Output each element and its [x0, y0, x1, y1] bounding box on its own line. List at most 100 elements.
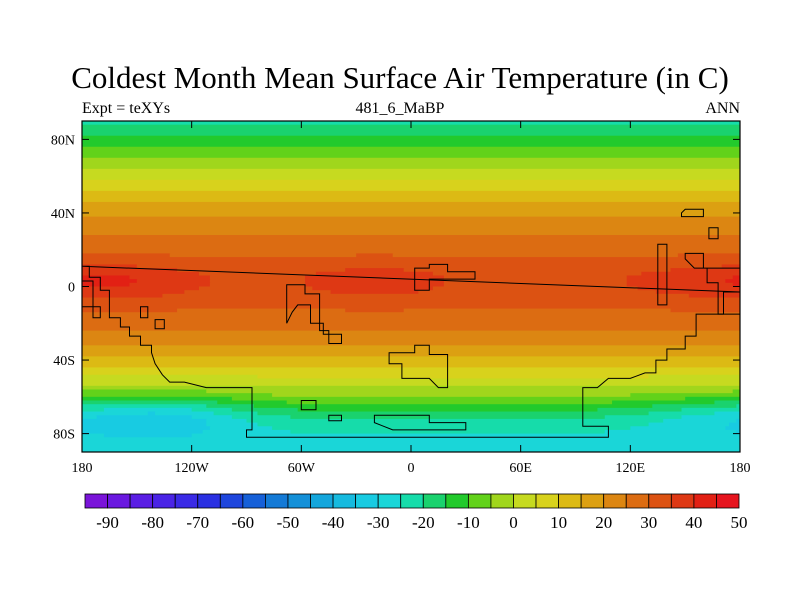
field-cell: [663, 418, 737, 424]
field-cell: [231, 407, 299, 413]
coastline-landmass-3: [286, 284, 342, 344]
field-cell: [82, 146, 740, 152]
colorbar-swatch: [580, 493, 605, 509]
colorbar-swatch: [310, 493, 334, 509]
field-cell: [432, 271, 642, 277]
field-cell: [432, 286, 639, 291]
field-cell: [198, 286, 313, 291]
field-cell: [345, 268, 405, 273]
field-cell: [626, 279, 726, 284]
colorbar-label: -80: [141, 513, 164, 532]
field-cell: [162, 293, 690, 299]
field-cell: [82, 249, 740, 254]
colorbar-swatch: [377, 493, 402, 509]
coastline-island-3: [300, 400, 317, 411]
field-cell: [253, 404, 653, 409]
field-cell: [103, 407, 193, 413]
field-cell: [82, 187, 740, 192]
field-cell: [82, 385, 740, 391]
field-cell: [597, 407, 683, 413]
colorbar-swatch: [422, 493, 447, 509]
colorbar-swatch: [332, 493, 357, 509]
field-cell: [82, 282, 131, 288]
colorbar-swatch: [693, 493, 717, 509]
y-tick-label: 40N: [51, 207, 75, 222]
x-tick-label: 60W: [288, 461, 316, 476]
field-cell: [82, 382, 740, 387]
field-cell: [304, 282, 445, 288]
field-cell: [82, 337, 740, 343]
field-cell: [82, 360, 740, 365]
colorbar-swatch: [603, 493, 627, 509]
field-cell: [82, 201, 740, 207]
coastline-island-2: [154, 319, 165, 330]
coastline-island-5: [681, 208, 704, 218]
field-cell: [82, 220, 740, 225]
field-cell: [330, 290, 419, 295]
colorbar-swatch: [535, 493, 559, 509]
field-cell: [198, 271, 317, 277]
field-cell: [356, 253, 394, 258]
colorbar-swatch: [84, 493, 108, 509]
field-cell: [209, 275, 306, 280]
field-cell: [136, 279, 211, 284]
coastline-island-1: [140, 306, 149, 319]
field-cell: [82, 161, 740, 166]
field-cell: [736, 418, 740, 424]
coastline-landmass-8: [684, 252, 740, 315]
field-cell: [82, 437, 740, 442]
field-cell: [82, 238, 740, 243]
field-cell: [191, 433, 740, 438]
field-cell: [685, 396, 740, 402]
field-cell: [82, 194, 740, 199]
field-cell: [82, 231, 740, 236]
y-tick-label: 80S: [53, 428, 75, 443]
field-cell: [82, 352, 740, 357]
longitude-axis: 180 120W 60W 0 60E 120E 180: [72, 121, 751, 476]
field-cell: [82, 429, 204, 435]
y-tick-label: 0: [68, 281, 75, 296]
field-cell: [681, 407, 740, 413]
field-cell: [82, 157, 740, 163]
field-cell: [637, 286, 740, 291]
field-cell: [206, 389, 734, 394]
field-cell: [732, 275, 740, 280]
colorbar-swatch: [355, 493, 379, 509]
field-cell: [626, 282, 734, 288]
field-cell: [290, 429, 606, 435]
field-cell: [655, 290, 740, 295]
coastlines: [82, 208, 740, 438]
field-cell: [443, 282, 628, 288]
y-tick-label: 40S: [53, 354, 75, 369]
field-cell: [82, 319, 740, 324]
field-cell: [729, 422, 740, 427]
field-cell: [82, 433, 105, 438]
field-cell: [290, 415, 606, 420]
field-cell: [213, 411, 259, 416]
colorbar-swatch: [265, 493, 289, 509]
field-cell: [82, 407, 105, 413]
field-cell: [677, 253, 740, 258]
field-cell: [403, 268, 672, 273]
field-cell: [670, 308, 740, 313]
field-cell: [82, 260, 740, 266]
field-cell: [82, 154, 740, 159]
colorbar-swatch: [152, 493, 176, 509]
field-cell: [103, 433, 193, 438]
field-cell: [257, 374, 650, 380]
field-cell: [82, 323, 740, 328]
colorbar-swatch: [513, 493, 537, 509]
coastline-island-4: [328, 414, 342, 422]
field-cell: [82, 356, 740, 361]
temperature-field: [82, 121, 740, 452]
field-cell: [82, 190, 740, 196]
coastline-landmass-7: [657, 243, 668, 306]
field-cell: [82, 275, 131, 280]
colorbar-label: -30: [367, 513, 390, 532]
field-cell: [630, 426, 726, 431]
colorbar-label: -50: [277, 513, 300, 532]
field-cell: [147, 411, 156, 416]
colorbar-swatch: [558, 493, 582, 509]
field-cell: [681, 415, 740, 420]
colorbar: -90 -80 -70 -60 -50 -40 -30 -20 -10 0 10 20 30 40 50: [84, 493, 748, 532]
